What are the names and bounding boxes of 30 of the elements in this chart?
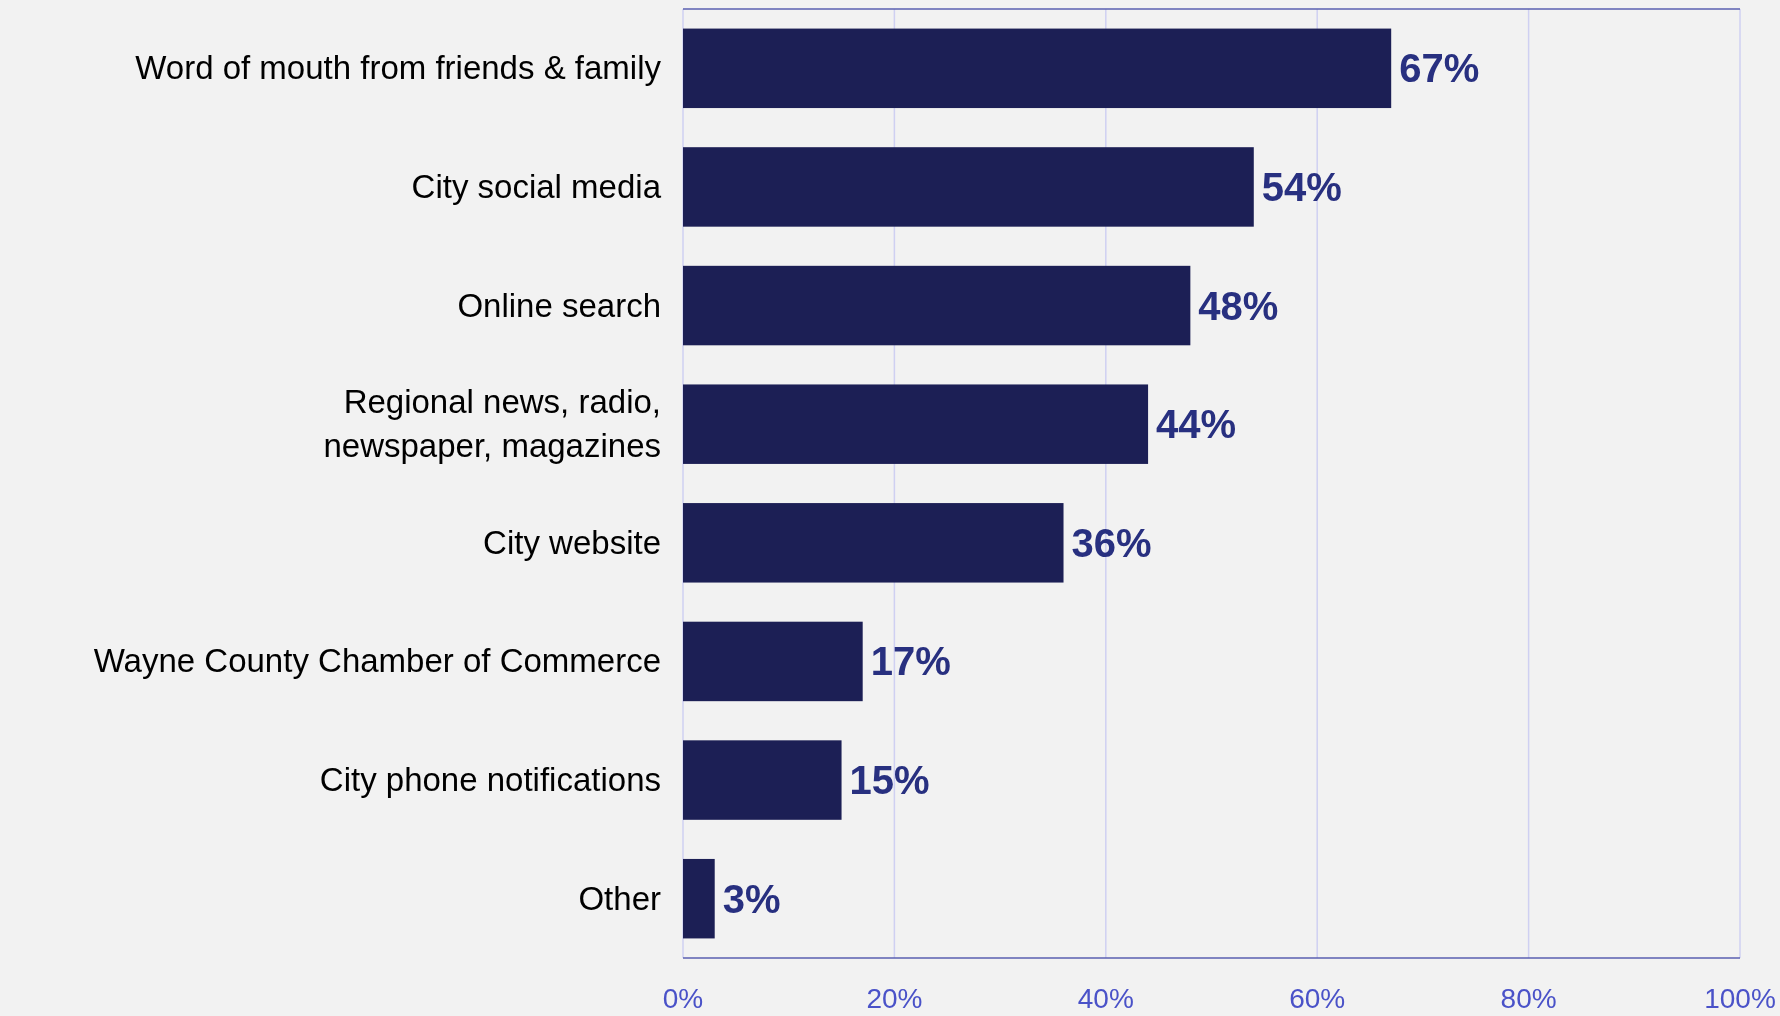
bar	[683, 858, 715, 939]
x-tick-label: 20%	[866, 983, 923, 1014]
y-tick-label: Online search	[457, 286, 661, 324]
y-tick-label: City website	[483, 523, 661, 561]
data-label: 17%	[870, 639, 951, 684]
bar	[683, 384, 1149, 464]
y-tick-label: City phone notifications	[319, 761, 661, 799]
bar	[683, 28, 1392, 109]
y-tick-label: Word of mouth from friends & family	[135, 49, 662, 87]
bar	[683, 503, 1064, 583]
bar	[683, 740, 842, 820]
x-tick-label: 60%	[1289, 983, 1346, 1014]
x-tick-label: 80%	[1500, 983, 1557, 1014]
x-tick-label: 40%	[1077, 983, 1134, 1014]
bar	[683, 621, 863, 702]
data-label: 67%	[1399, 46, 1480, 91]
x-tick-label: 0%	[662, 983, 704, 1014]
y-tick-label: Other	[578, 879, 661, 917]
data-label: 48%	[1198, 283, 1279, 328]
data-label: 36%	[1071, 520, 1152, 565]
y-tick-label: Wayne County Chamber of Commerce	[93, 642, 661, 680]
bar	[683, 147, 1254, 227]
y-tick-label: City social media	[411, 167, 662, 205]
data-label: 54%	[1261, 164, 1342, 209]
bar	[683, 265, 1191, 346]
y-tick-label: Regional news, radio, newspaper, magazines	[323, 383, 661, 465]
data-label: 15%	[849, 758, 930, 803]
data-label: 44%	[1156, 402, 1237, 447]
x-tick-label: 100%	[1704, 983, 1776, 1014]
data-label: 3%	[722, 876, 781, 921]
